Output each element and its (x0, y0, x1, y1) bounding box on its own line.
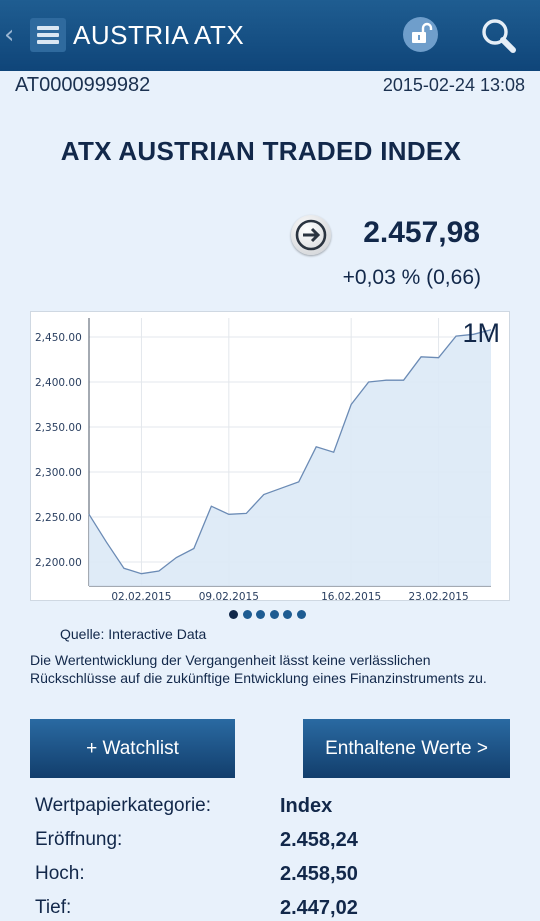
series-line (88, 329, 492, 575)
menu-button[interactable] (30, 18, 66, 52)
details-arrow-button[interactable] (291, 215, 331, 255)
category-value: Index (280, 795, 333, 817)
open-value: 2.458,24 (280, 829, 358, 851)
app-header: ‹ AUSTRIA ATX (0, 0, 540, 71)
y-tick-label: 2,300.00 (35, 467, 82, 479)
arrow-right-circle-icon (295, 219, 327, 251)
y-tick-label: 2,350.00 (35, 422, 82, 434)
search-button[interactable] (479, 16, 519, 56)
carousel-dot[interactable] (242, 610, 252, 619)
isin-text: AT0000999982 (15, 74, 151, 96)
price-chart-svg: 2,450.00 2,400.00 2,350.00 2,300.00 2,250.00… (35, 318, 492, 602)
hamburger-icon (37, 26, 59, 30)
carousel-dot[interactable] (256, 610, 265, 619)
disclaimer-text: Die Wertentwicklung der Vergangenheit lä… (30, 652, 487, 686)
category-label: Wertpapierkategorie: (35, 795, 212, 816)
open-label: Eröffnung: (35, 829, 123, 850)
low-value: 2.447,02 (280, 897, 358, 919)
y-tick-label: 2,450.00 (35, 332, 82, 344)
carousel-dot[interactable] (269, 610, 279, 619)
timestamp-text: 2015-02-24 13:08 (382, 75, 525, 95)
x-tick-label: 02.02.2015 (111, 591, 171, 602)
high-label: Hoch: (35, 863, 85, 884)
chart-period-label: 1M (462, 318, 500, 348)
unlock-icon (412, 22, 433, 43)
app-title: AUSTRIA ATX (73, 20, 245, 50)
low-label: Tief: (35, 897, 72, 918)
data-source-text: Quelle: Interactive Data (60, 626, 207, 642)
x-tick-label: 16.02.2015 (321, 591, 381, 602)
last-price: 2.457,98 (363, 216, 480, 249)
y-tick-label: 2,250.00 (35, 512, 82, 524)
y-tick-label: 2,400.00 (35, 377, 82, 389)
carousel-dot[interactable] (296, 610, 306, 619)
instrument-name: ATX AUSTRIAN TRADED INDEX (60, 136, 462, 166)
x-tick-label: 23.02.2015 (409, 591, 469, 602)
unlock-button[interactable] (403, 17, 438, 52)
price-chart[interactable]: 2,450.00 2,400.00 2,350.00 2,300.00 2,250.00… (30, 311, 510, 602)
y-tick-label: 2,200.00 (35, 557, 82, 569)
search-icon (482, 19, 516, 53)
carousel-dot[interactable] (229, 610, 238, 619)
carousel-dot[interactable] (283, 610, 292, 619)
x-tick-label: 09.02.2015 (199, 591, 259, 602)
chevron-left-icon[interactable]: ‹ (4, 20, 15, 50)
series-area (89, 329, 491, 586)
high-value: 2.458,50 (280, 863, 358, 885)
constituents-button[interactable]: Enthaltene Werte > (303, 719, 510, 778)
add-watchlist-button[interactable]: + Watchlist (30, 719, 235, 778)
price-change: +0,03 % (0,66) (342, 266, 481, 289)
